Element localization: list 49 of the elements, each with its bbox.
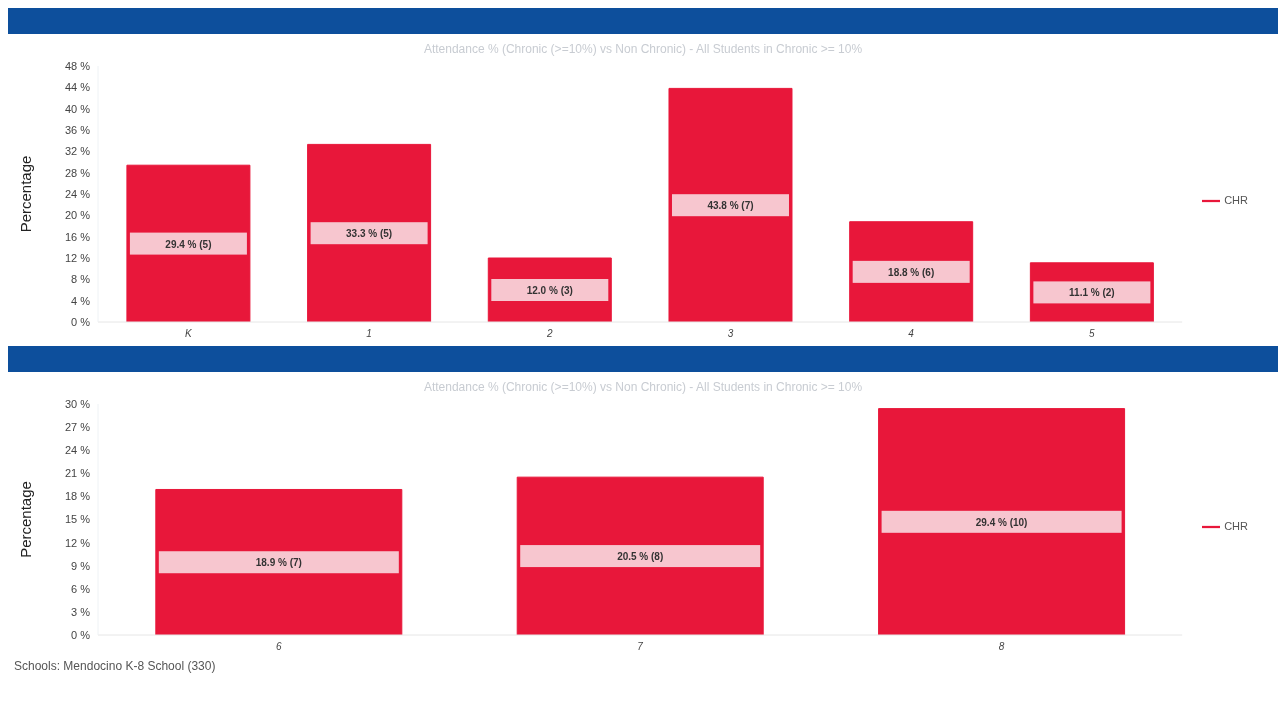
y-tick-label: 18 % [64,490,91,503]
y-tick-label: 28 % [64,166,91,179]
data-label: 43.8 % (7) [707,200,754,212]
y-tick-label: 48 % [64,59,91,72]
legend-label: CHR [1224,193,1248,206]
y-axis-title: Percentage [17,155,35,233]
y-tick-label: 15 % [64,513,91,526]
x-tick-label: 7 [637,641,644,653]
y-tick-label: 21 % [64,467,91,480]
data-label: 12.0 % (3) [526,285,573,296]
y-tick-label: 8 % [71,273,91,286]
y-axis-title: Percentage [17,481,35,558]
data-label: 11.1 % (2) [1069,287,1115,299]
y-tick-label: 24 % [64,187,91,200]
y-tick-label: 12 % [64,251,91,264]
y-tick-label: 27 % [64,421,91,434]
y-tick-label: 30 % [64,397,91,410]
y-tick-label: 6 % [71,582,91,595]
y-tick-label: 16 % [64,230,91,243]
y-tick-label: 36 % [64,123,91,136]
y-tick-label: 9 % [71,559,91,572]
data-label: 33.3 % (5) [346,228,393,240]
data-label: 29.4 % (10) [975,516,1028,528]
x-tick-label: 3 [727,328,734,340]
y-tick-label: 0 % [71,628,91,641]
y-tick-label: 3 % [71,605,91,618]
y-tick-label: 24 % [64,444,91,457]
y-tick-label: 4 % [71,294,91,307]
data-label: 18.9 % (7) [255,557,302,569]
y-tick-label: 0 % [71,315,91,328]
x-tick-label: 1 [366,328,372,340]
x-tick-label: K [185,328,194,340]
bar [878,408,1126,635]
x-tick-label: 4 [908,328,915,340]
y-tick-label: 12 % [64,536,91,549]
y-tick-label: 32 % [64,145,91,158]
data-label: 18.8 % (6) [888,266,935,278]
data-label: 29.4 % (5) [165,238,212,250]
x-tick-label: 6 [275,641,282,653]
data-label: 20.5 % (8) [617,551,664,563]
x-tick-label: 2 [545,328,553,340]
text: Schools: Mendocino K-8 School (330) [14,659,217,673]
x-tick-label: 8 [998,641,1005,653]
y-tick-label: 40 % [64,102,91,115]
y-tick-label: 20 % [64,209,91,222]
y-tick-label: 44 % [64,81,91,94]
bar [668,87,793,322]
x-tick-label: 5 [1089,328,1096,340]
legend-label: CHR [1224,519,1248,532]
